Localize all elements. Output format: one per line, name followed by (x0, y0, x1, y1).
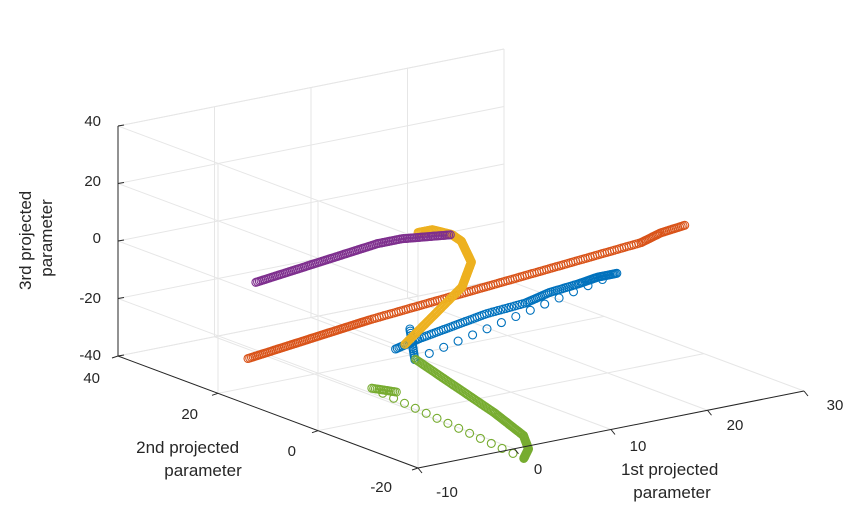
data-point (612, 268, 622, 278)
z-axis-label: 3rd projected parameter (16, 186, 56, 290)
y-tick-label: 20 (181, 406, 198, 423)
y-tick-mark (311, 430, 319, 434)
y-tick-label: 0 (288, 443, 296, 460)
x-tick-label: 30 (827, 397, 844, 414)
data-point (399, 398, 410, 408)
data-point (486, 438, 496, 448)
x-tick-mark (417, 467, 423, 474)
axes-layer: -10 0 10 20 30 -20 0 20 40 -40 -20 0 20 … (16, 113, 843, 502)
data-point (432, 413, 442, 423)
y-axis-label: 2nd projected parameter (136, 438, 244, 480)
data-point (443, 418, 453, 428)
data-point (568, 287, 579, 297)
x-tick-label: -10 (436, 484, 458, 501)
grid-line (503, 278, 805, 392)
data-point (454, 423, 464, 433)
y-tick-mark (411, 467, 419, 471)
y-tick-mark (211, 392, 219, 396)
z-tick-label: -20 (79, 290, 101, 307)
data-point (583, 281, 593, 291)
x-axis-label: 1st projected parameter (621, 460, 723, 502)
series-1 (391, 268, 622, 365)
y-tick-mark (111, 355, 119, 359)
data-point (475, 433, 485, 443)
z-tick-label: 20 (84, 173, 101, 190)
grid-layer (117, 48, 805, 469)
z-tick-label: -40 (79, 347, 101, 364)
data-point (465, 428, 475, 438)
z-tick-mark (117, 124, 125, 127)
data-point (453, 336, 463, 346)
z-tick-mark (117, 239, 125, 242)
x-tick-mark (803, 390, 809, 397)
data-point (511, 311, 521, 322)
grid-line (117, 125, 419, 239)
data-point (421, 408, 431, 418)
z-tick-mark (117, 182, 125, 184)
grid-line (117, 48, 505, 127)
z-tick-label: 0 (93, 230, 101, 247)
x-tick-label: 0 (534, 461, 542, 478)
grid-line (117, 278, 505, 357)
series-2 (243, 220, 690, 364)
x-tick-mark (514, 448, 519, 455)
data-point (468, 330, 478, 340)
x-tick-label: 10 (630, 438, 647, 455)
data-point (445, 230, 455, 240)
data-point (554, 293, 564, 303)
data-point (439, 342, 449, 352)
marks-layer (243, 220, 690, 463)
data-point (525, 305, 535, 315)
x-tick-label: 20 (727, 417, 744, 434)
data-point (497, 443, 507, 453)
y-tick-label: 40 (83, 370, 100, 387)
z-tick-label: 40 (84, 113, 101, 130)
data-point (597, 274, 607, 285)
y-tick-label: -20 (370, 479, 392, 496)
grid-line (407, 297, 708, 411)
x-tick-mark (610, 429, 616, 435)
data-point (680, 220, 690, 230)
series-5 (367, 354, 534, 463)
z-tick-mark (117, 354, 125, 357)
grid-line (317, 353, 705, 432)
grid-line (117, 106, 505, 184)
data-point (519, 453, 529, 463)
series-4 (251, 230, 455, 287)
data-point (410, 403, 420, 413)
z-tick-mark (117, 297, 125, 299)
data-point (496, 318, 506, 328)
data-point (482, 324, 492, 334)
x-tick-mark (707, 409, 712, 416)
grid-line (117, 183, 419, 296)
y-axis-line (117, 355, 419, 469)
grid-line (117, 163, 505, 242)
data-point (424, 348, 434, 358)
data-point (391, 387, 401, 397)
grid-line (310, 317, 612, 430)
grid-line (117, 240, 419, 354)
data-point (540, 299, 550, 309)
